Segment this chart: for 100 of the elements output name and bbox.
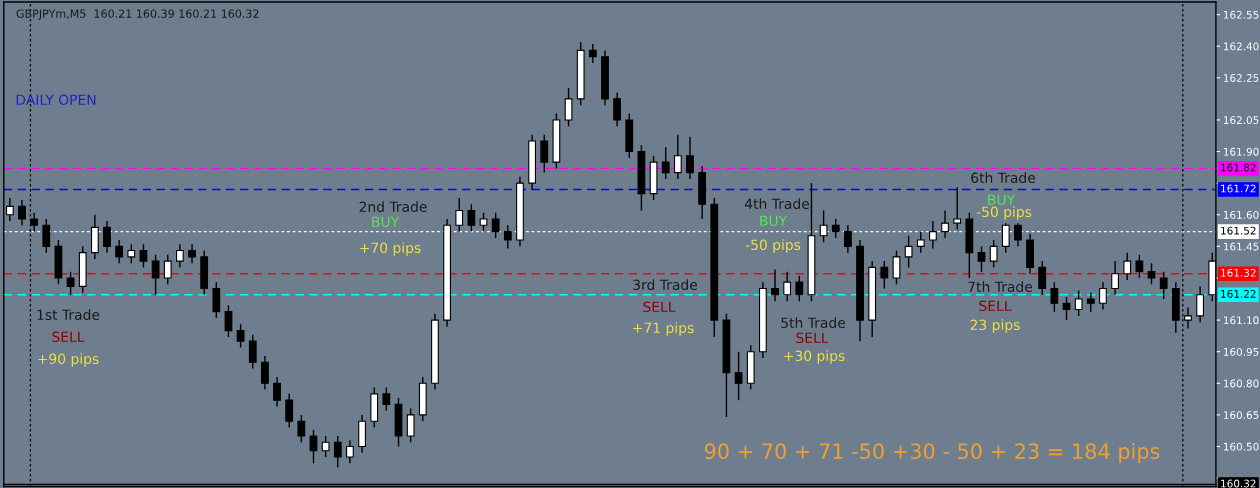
candlestick [843, 224, 852, 254]
annotation: -50 pips [976, 206, 1032, 220]
candlestick [1038, 260, 1047, 296]
annotation: 4th Trade [744, 198, 810, 210]
candlestick [1014, 222, 1022, 248]
candlestick [1123, 251, 1132, 281]
candlestick [673, 133, 682, 180]
y-tick-label: 160.95 [1223, 347, 1259, 356]
candlestick [1050, 281, 1059, 313]
candlestick [831, 218, 840, 239]
candlestick [892, 249, 901, 285]
candlestick [273, 376, 281, 408]
annotation: +30 pips [784, 350, 845, 364]
candlestick [346, 439, 354, 465]
annotation: SELL [796, 332, 829, 344]
annotation: BUY [760, 215, 788, 227]
candlestick [588, 43, 597, 64]
candlestick [783, 270, 792, 302]
ref-line-label: 161.32 [1221, 268, 1256, 277]
annotation: BUY [988, 194, 1016, 206]
y-tick-label: 160.50 [1223, 442, 1259, 451]
candlestick [564, 87, 573, 127]
annotation: 23 pips [970, 319, 1020, 333]
candlestick [1086, 292, 1095, 313]
candlestick [297, 414, 306, 443]
annotation: SELL [979, 300, 1012, 312]
candlestick [42, 218, 51, 254]
candlestick [771, 268, 779, 302]
candlestick [1074, 289, 1083, 317]
candlestick [1196, 285, 1205, 323]
candlestick [977, 245, 986, 273]
annotation: 1st Trade [37, 309, 100, 321]
candlestick [406, 407, 415, 443]
candlestick [989, 239, 998, 269]
candlestick [491, 211, 500, 239]
y-tick-label: 161.10 [1223, 316, 1259, 325]
candlestick [18, 199, 26, 226]
candlestick [151, 254, 160, 296]
candlestick [1159, 270, 1168, 300]
annotation: SELL [52, 331, 85, 343]
annotation: SELL [643, 301, 676, 313]
candlestick [1147, 262, 1156, 285]
candlestick [1135, 254, 1144, 279]
candlestick [115, 239, 124, 264]
candlestick [139, 243, 148, 269]
y-tick-label: 162.05 [1223, 116, 1259, 125]
ref-line-label: 161.82 [1221, 163, 1256, 172]
ref-line-label: 161.52 [1221, 226, 1256, 235]
text: GBPJPYm,M5 160.21 160.39 160.21 160.32 [16, 9, 259, 20]
annotation: 6th Trade [971, 172, 1036, 184]
ref-line-label: 161.72 [1221, 184, 1256, 193]
candlestick [224, 304, 233, 338]
candlestick [103, 220, 111, 254]
candlestick [321, 435, 330, 458]
candlestick [661, 146, 670, 180]
candlestick [236, 323, 245, 349]
annotation: 3rd Trade [633, 279, 698, 291]
annotation: 7th Trade [968, 281, 1033, 293]
candlestick [880, 260, 889, 290]
candlestick [285, 393, 294, 429]
ref-line-label: 161.22 [1221, 289, 1256, 298]
candlestick [953, 186, 962, 231]
candlestick [613, 91, 622, 127]
ref-line-label: 160.32 [1221, 479, 1256, 488]
y-tick-label: 162.55 [1223, 10, 1259, 19]
candlestick [5, 197, 14, 222]
candlestick [1062, 296, 1071, 321]
candlestick [261, 355, 269, 391]
candlestick [734, 351, 743, 401]
candlestick [1111, 260, 1119, 296]
candlestick [188, 243, 196, 264]
annotation: 2nd Trade [359, 201, 427, 213]
annotation: +71 pips [633, 322, 694, 336]
candlestick [309, 428, 318, 465]
annotation: BUY [372, 216, 400, 228]
y-tick-label: 160.65 [1223, 411, 1259, 420]
y-tick-label: 162.25 [1223, 74, 1259, 82]
candlestick [540, 133, 549, 174]
candlestick [333, 435, 342, 469]
y-tick-label: 162.40 [1223, 42, 1259, 51]
annotation: DAILY OPEN [16, 94, 96, 106]
annotation: 90 + 70 + 71 -50 +30 - 50 + 23 = 184 pips [704, 442, 1160, 464]
candlestick [66, 270, 75, 296]
candlestick [175, 243, 184, 269]
candlestick [503, 224, 512, 250]
candlestick [127, 243, 136, 264]
y-tick-label: 161.90 [1223, 147, 1259, 156]
candlestick [467, 203, 476, 233]
candlestick [795, 275, 804, 302]
y-tick-label: 161.60 [1223, 210, 1259, 219]
annotation: -50 pips [745, 239, 801, 253]
annotation: +70 pips [360, 242, 421, 256]
candlestick [212, 281, 221, 319]
annotation: +90 pips [38, 353, 99, 367]
candlestick [163, 254, 172, 285]
annotation: 5th Trade [781, 317, 846, 329]
candlestick [382, 386, 391, 412]
candlestick [1099, 281, 1107, 311]
candlestick [904, 235, 913, 269]
candlestick [248, 334, 257, 370]
